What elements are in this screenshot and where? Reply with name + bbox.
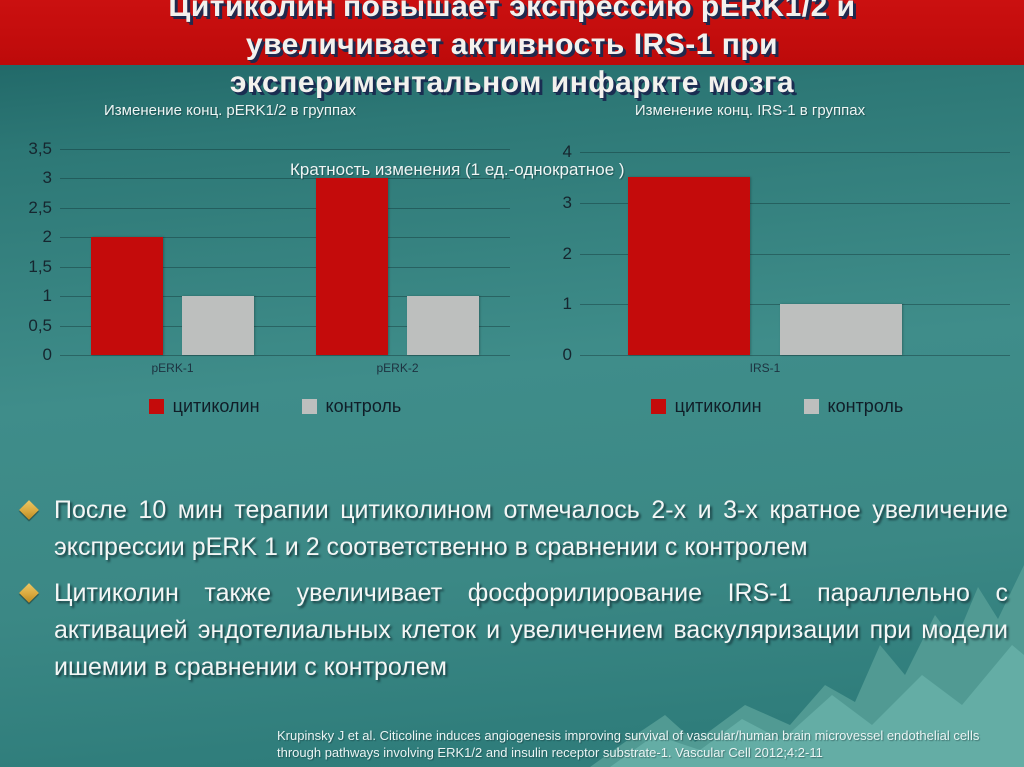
chart-perk-title: Изменение конц. pERK1/2 в группах xyxy=(104,102,356,119)
legend-swatch-citicoline xyxy=(148,399,164,414)
bullet-list: После 10 мин терапии цитиколином отмечал… xyxy=(18,492,1008,695)
slide-title-line-2: увеличивает активность IRS-1 при xyxy=(245,28,779,61)
y-tick-label: 0 xyxy=(562,345,572,364)
chart-annotation: Кратность изменения (1 ед.-однократное ) xyxy=(290,160,625,179)
legend-label: цитиколин xyxy=(674,396,762,416)
gridline xyxy=(580,202,1010,204)
y-tick-label: 2,5 xyxy=(28,197,52,217)
chart-irs: Изменение конц. IRS-1 в группах IRS-1 ци… xyxy=(530,100,1024,435)
legend-label: цитиколин xyxy=(172,396,260,416)
chart-perk: Изменение конц. pERK1/2 в группах pERK-1… xyxy=(10,100,540,435)
y-tick-label: 2 xyxy=(42,227,52,247)
legend-item: цитиколин xyxy=(148,396,260,417)
chart-irs-title: Изменение конц. IRS-1 в группах xyxy=(634,102,866,119)
slide-title: Цитиколин повышает экспрессию pERK1/2 и … xyxy=(30,0,994,102)
bar-citicoline xyxy=(628,177,750,355)
gridline xyxy=(580,253,1010,255)
y-tick-label: 2 xyxy=(562,243,572,263)
y-tick-label: 3,5 xyxy=(28,139,52,158)
diamond-bullet-icon xyxy=(19,500,39,520)
legend-label: контроль xyxy=(325,396,402,416)
gridline xyxy=(60,178,510,180)
gridline xyxy=(580,355,1010,356)
legend-item: контроль xyxy=(803,396,904,417)
legend-swatch-control xyxy=(803,399,819,414)
bullet-text: Цитиколин также увеличивает фосфорилиров… xyxy=(54,579,1008,681)
legend-swatch-control xyxy=(301,399,317,414)
gridline xyxy=(60,296,510,298)
chart-perk-plot-area: pERK-1 pERK-2 xyxy=(60,149,510,375)
citation-reference: Krupinsky J et al. Citicoline induces an… xyxy=(277,728,980,760)
x-category-label: IRS-1 xyxy=(749,361,781,375)
chart-irs-plot-area: IRS-1 xyxy=(580,152,1010,375)
bullet-item: После 10 мин терапии цитиколином отмечал… xyxy=(18,492,1008,566)
y-tick-label: 4 xyxy=(562,142,572,161)
gridline xyxy=(60,237,510,239)
bar-control xyxy=(780,304,902,355)
y-tick-label: 3 xyxy=(42,168,52,188)
chart-irs-legend: цитиколин контроль xyxy=(530,396,1024,417)
y-tick-label: 0 xyxy=(42,345,52,364)
x-category-label: pERK-2 xyxy=(376,361,419,375)
y-tick-label: 1 xyxy=(562,294,572,314)
gridline xyxy=(580,152,1010,153)
title-banner xyxy=(0,0,1024,65)
legend-swatch-citicoline xyxy=(650,399,666,414)
x-category-label: pERK-1 xyxy=(151,361,194,375)
mountain-front-ridge xyxy=(610,645,1024,767)
y-tick-label: 1 xyxy=(42,286,52,306)
bar-control xyxy=(182,296,254,355)
y-tick-label: 0,5 xyxy=(28,315,52,335)
gridline xyxy=(60,325,510,327)
legend-item: цитиколин xyxy=(650,396,762,417)
slide-title-line-3: экспериментальном инфаркте мозга xyxy=(229,66,795,99)
bullet-item: Цитиколин также увеличивает фосфорилиров… xyxy=(18,575,1008,686)
bullet-text: После 10 мин терапии цитиколином отмечал… xyxy=(54,496,1008,561)
gridline xyxy=(60,149,510,150)
bar-citicoline xyxy=(91,237,163,355)
bar-control xyxy=(407,296,479,355)
y-tick-label: 3 xyxy=(562,192,572,212)
bar-citicoline xyxy=(316,178,388,355)
legend-item: контроль xyxy=(301,396,402,417)
gridline xyxy=(60,266,510,268)
gridline xyxy=(60,355,510,356)
slide-title-line-1: Цитиколин повышает экспрессию pERK1/2 и xyxy=(168,0,856,23)
y-tick-label: 1,5 xyxy=(28,256,52,276)
diamond-bullet-icon xyxy=(19,583,39,603)
gridline xyxy=(60,207,510,209)
legend-label: контроль xyxy=(827,396,904,416)
chart-perk-legend: цитиколин контроль xyxy=(10,396,540,417)
mountain-decoration xyxy=(590,565,1024,767)
